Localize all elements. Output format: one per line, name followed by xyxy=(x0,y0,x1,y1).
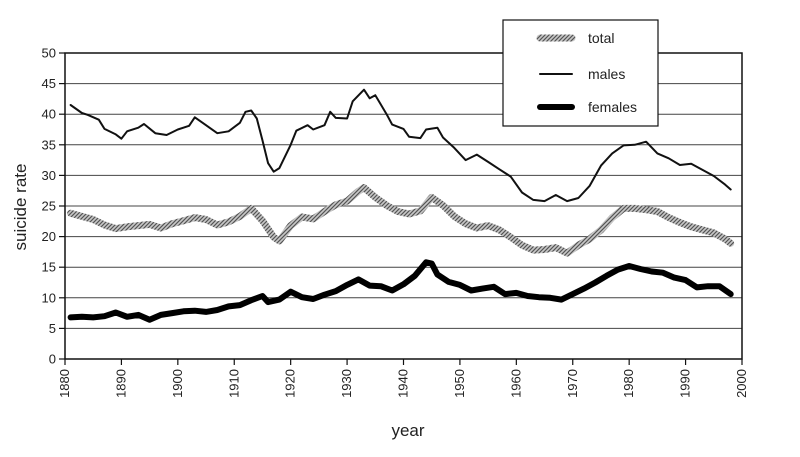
legend: total males females xyxy=(502,19,659,127)
y-tick-label: 40 xyxy=(42,107,56,122)
y-tick-label: 20 xyxy=(42,229,56,244)
legend-label-females: females xyxy=(588,99,637,115)
x-tick-label: 1990 xyxy=(678,369,693,398)
plot-area-frame xyxy=(64,52,743,360)
y-tick-label: 50 xyxy=(42,46,56,61)
x-axis-ticks: 1880 1890 1900 1910 1920 1930 1940 1950 1960 1970… xyxy=(57,359,749,398)
x-tick-label: 1910 xyxy=(226,369,241,398)
y-tick-label: 5 xyxy=(49,321,56,336)
x-tick-label: 1970 xyxy=(565,369,580,398)
series-lines xyxy=(67,88,735,323)
y-tick-label: 35 xyxy=(42,137,56,152)
y-tick-label: 45 xyxy=(42,76,56,91)
x-tick-label: 1920 xyxy=(283,369,298,398)
grid-lines xyxy=(65,83,742,329)
y-tick-label: 15 xyxy=(42,260,56,275)
series-line-total xyxy=(67,184,735,257)
x-tick-label: 2000 xyxy=(734,369,749,398)
legend-label-total: total xyxy=(588,30,614,46)
x-tick-label: 1880 xyxy=(57,369,72,398)
x-axis-title: year xyxy=(391,421,424,440)
y-axis-ticks: 0 5 10 15 20 25 30 35 40 45 50 xyxy=(42,46,65,367)
x-tick-label: 1900 xyxy=(170,369,185,398)
y-tick-label: 0 xyxy=(49,352,56,367)
y-axis-title: suicide rate xyxy=(11,164,30,251)
series-line-males xyxy=(69,88,732,203)
legend-box xyxy=(502,19,659,127)
y-tick-label: 10 xyxy=(42,290,56,305)
y-tick-label: 30 xyxy=(42,168,56,183)
x-tick-label: 1940 xyxy=(396,369,411,398)
x-tick-label: 1980 xyxy=(621,369,636,398)
series-line-females xyxy=(67,259,734,323)
x-tick-label: 1930 xyxy=(339,369,354,398)
y-tick-label: 25 xyxy=(42,199,56,214)
x-tick-label: 1890 xyxy=(113,369,128,398)
x-tick-label: 1950 xyxy=(452,369,467,398)
x-tick-label: 1960 xyxy=(508,369,523,398)
legend-label-males: males xyxy=(588,66,625,82)
